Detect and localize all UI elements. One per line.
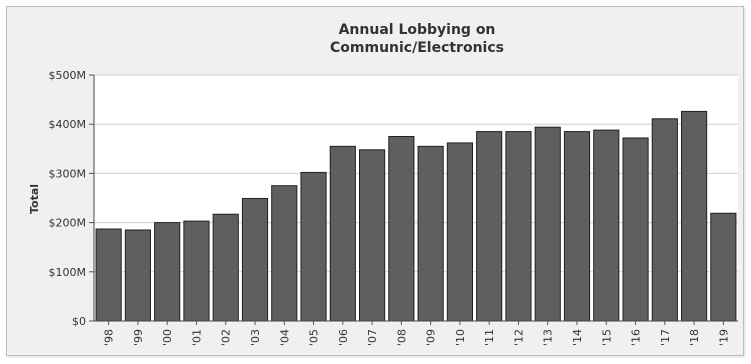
x-tick-label: '13 bbox=[542, 329, 555, 346]
bar-19 bbox=[710, 212, 737, 322]
x-tick-label: '98 bbox=[103, 329, 116, 346]
x-tick-label: '11 bbox=[483, 329, 496, 346]
y-axis-ticks: $0 $100M $200M $300M $400M $500M bbox=[49, 69, 94, 328]
bar-14 bbox=[563, 131, 591, 322]
x-tick-label: '10 bbox=[454, 329, 467, 346]
bar-13 bbox=[534, 126, 561, 322]
x-tick-label: '04 bbox=[278, 329, 291, 346]
bar-chart: Annual Lobbying on Communic/Electronics … bbox=[28, 22, 738, 346]
x-tick-label: '08 bbox=[395, 329, 408, 346]
bars bbox=[95, 110, 737, 322]
bar-98 bbox=[95, 228, 122, 322]
y-tick-label: $100M bbox=[49, 266, 87, 279]
bar-06 bbox=[329, 145, 356, 322]
bar-09 bbox=[417, 145, 444, 322]
x-tick-label: '17 bbox=[659, 329, 672, 346]
y-tick-label: $500M bbox=[49, 69, 87, 82]
chart-title-line-2: Communic/Electronics bbox=[330, 40, 504, 56]
y-tick-label: $400M bbox=[49, 118, 87, 131]
bar-10 bbox=[446, 142, 473, 322]
bar-04 bbox=[271, 185, 298, 322]
y-axis-label: Total bbox=[28, 184, 41, 214]
chart-frame: Annual Lobbying on Communic/Electronics … bbox=[6, 6, 744, 356]
x-tick-label: '16 bbox=[630, 329, 643, 346]
y-tick-label: $200M bbox=[49, 217, 87, 230]
x-tick-label: '09 bbox=[425, 329, 438, 346]
x-tick-label: '15 bbox=[600, 329, 613, 346]
x-tick-label: '14 bbox=[571, 329, 584, 346]
bar-02 bbox=[212, 213, 239, 322]
x-tick-label: '00 bbox=[161, 329, 174, 346]
bar-07 bbox=[359, 149, 386, 322]
x-tick-label: '18 bbox=[688, 329, 701, 346]
x-tick-label: '01 bbox=[190, 329, 203, 346]
x-tick-label: '05 bbox=[308, 329, 321, 346]
bar-12 bbox=[505, 131, 532, 322]
x-tick-label: '19 bbox=[717, 329, 730, 346]
x-axis-ticks: '98 '99 '00 '01 '02 '03 '04 '05 '06 '07 '08 '09 '10 '… bbox=[103, 321, 730, 346]
x-tick-label: '02 bbox=[220, 329, 233, 346]
bar-15 bbox=[593, 129, 620, 322]
bar-16 bbox=[622, 137, 649, 322]
bar-03 bbox=[241, 197, 269, 322]
bar-18 bbox=[681, 110, 708, 322]
bar-99 bbox=[124, 229, 151, 322]
bar-00 bbox=[154, 222, 181, 322]
y-tick-label: $300M bbox=[49, 167, 87, 180]
bar-17 bbox=[651, 118, 678, 322]
x-tick-label: '06 bbox=[337, 329, 350, 346]
bar-05 bbox=[300, 171, 327, 322]
y-tick-label: $0 bbox=[72, 315, 86, 328]
bar-08 bbox=[388, 136, 415, 322]
x-tick-label: '03 bbox=[249, 329, 262, 346]
bar-11 bbox=[476, 131, 503, 322]
x-tick-label: '12 bbox=[512, 329, 525, 346]
bar-01 bbox=[183, 220, 210, 322]
x-tick-label: '07 bbox=[366, 329, 379, 346]
chart-title-line-1: Annual Lobbying on bbox=[339, 22, 496, 38]
x-tick-label: '99 bbox=[132, 329, 145, 346]
